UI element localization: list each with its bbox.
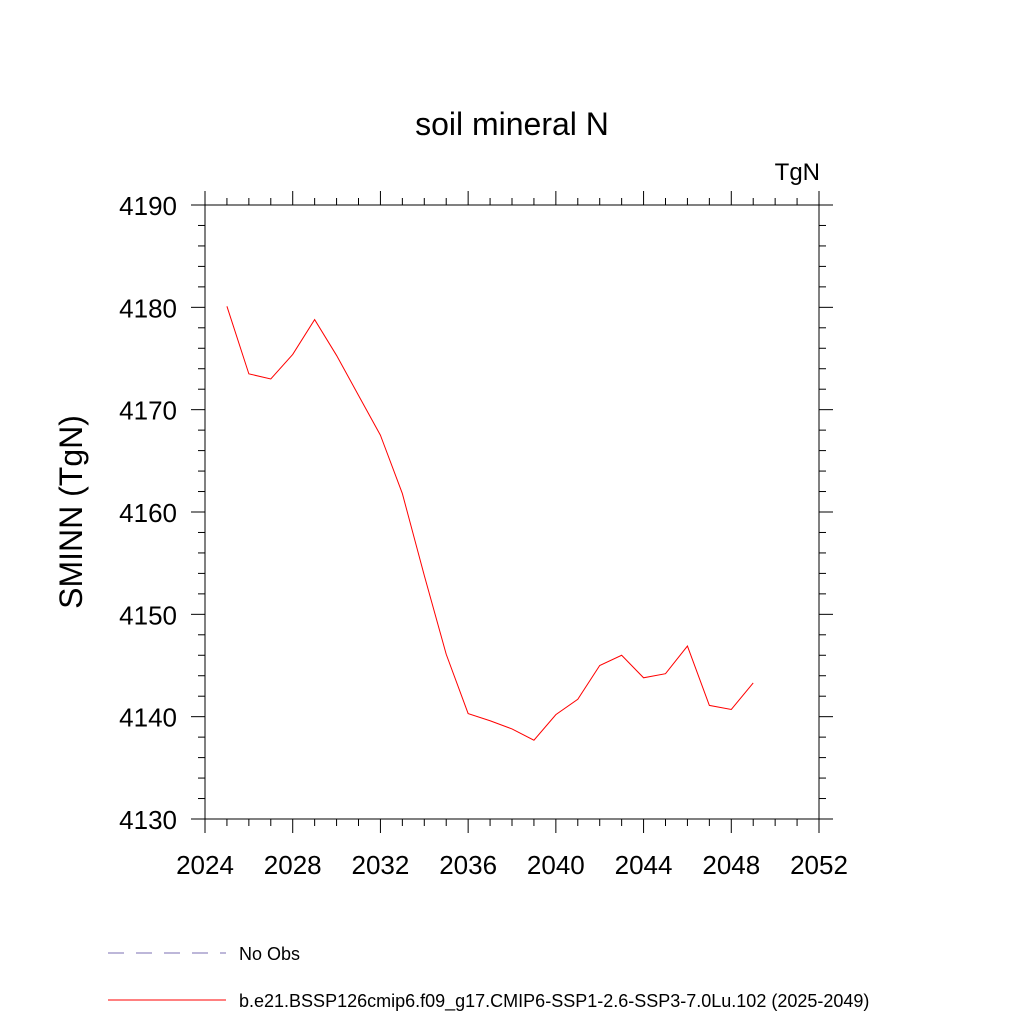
y-axis-label: SMINN (TgN) [53, 415, 89, 609]
x-tick-label: 2036 [439, 850, 497, 880]
legend: No Obs b.e21.BSSP126cmip6.f09_g17.CMIP6-S… [108, 944, 869, 1012]
legend-label: No Obs [239, 944, 300, 964]
y-tick-label: 4140 [119, 703, 177, 733]
chart-title: soil mineral N [415, 106, 609, 142]
series-line [227, 306, 753, 740]
y-tick-label: 4160 [119, 498, 177, 528]
y-tick-label: 4130 [119, 805, 177, 835]
legend-label: b.e21.BSSP126cmip6.f09_g17.CMIP6-SSP1-2.… [239, 991, 869, 1012]
x-tick-label: 2040 [527, 850, 585, 880]
y-tick-label: 4180 [119, 293, 177, 323]
x-tick-label: 2024 [176, 850, 234, 880]
x-tick-label: 2044 [615, 850, 673, 880]
y-tick-label: 4190 [119, 191, 177, 221]
y-tick-label: 4170 [119, 396, 177, 426]
y-tick-label: 4150 [119, 600, 177, 630]
plot-frame [205, 205, 819, 819]
x-tick-label: 2028 [264, 850, 322, 880]
x-tick-label: 2048 [702, 850, 760, 880]
ticks-layer: 2024 2028 2032 2036 2040 2044 2048 2052 4130 4140… [119, 191, 848, 880]
x-tick-label: 2052 [790, 850, 848, 880]
units-label: TgN [775, 159, 820, 186]
x-tick-label: 2032 [352, 850, 410, 880]
series-layer [227, 306, 753, 740]
